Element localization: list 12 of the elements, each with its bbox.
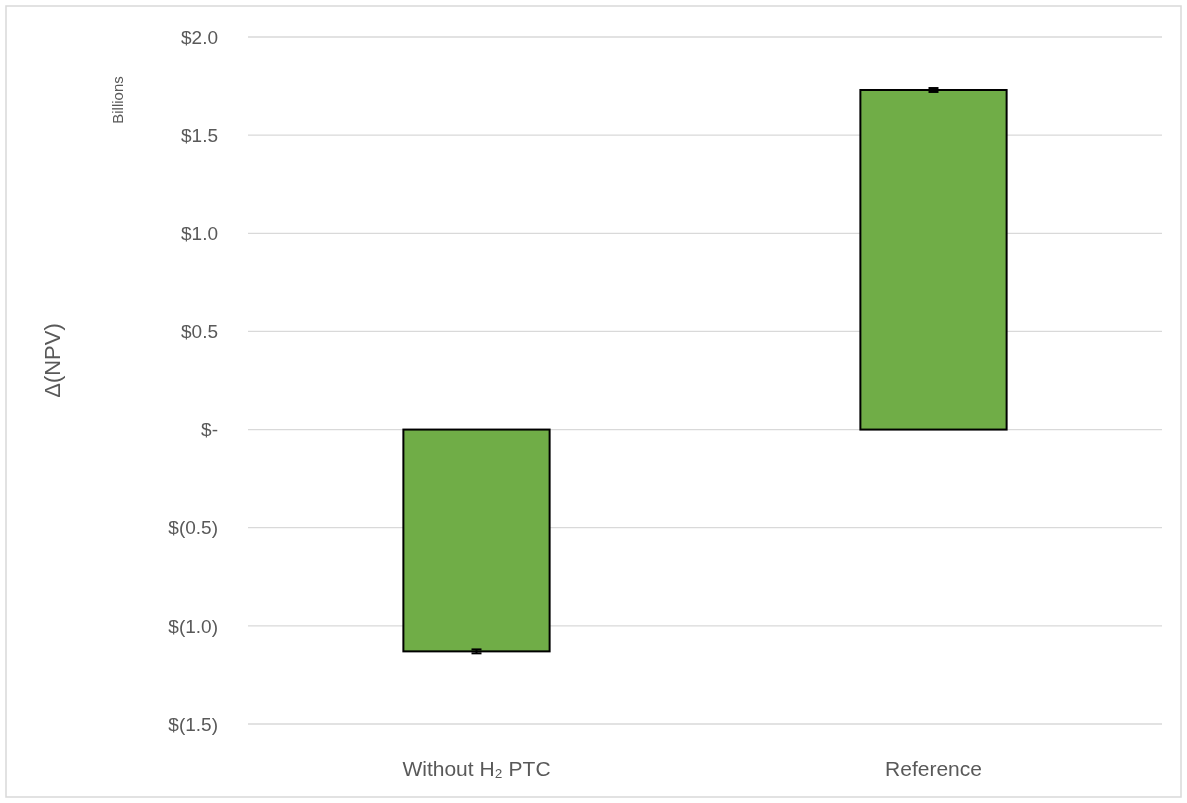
y-tick-label: $0.5 (181, 321, 218, 343)
x-tick-label: Without H₂ PTC (402, 757, 551, 780)
x-tick-label: Reference (885, 757, 982, 780)
y-tick-label: $(1.5) (168, 713, 218, 735)
y-tick-label: $2.0 (181, 26, 218, 48)
y-tick-label: $- (201, 419, 218, 441)
text: Billions (109, 76, 126, 124)
y-tick-label: $(0.5) (168, 517, 218, 539)
y-axis-title: Δ(NPV) (40, 323, 65, 398)
y-tick-label: $1.0 (181, 222, 218, 244)
y-tick-label: $(1.0) (168, 615, 218, 637)
y-tick-label: $1.5 (181, 124, 218, 146)
